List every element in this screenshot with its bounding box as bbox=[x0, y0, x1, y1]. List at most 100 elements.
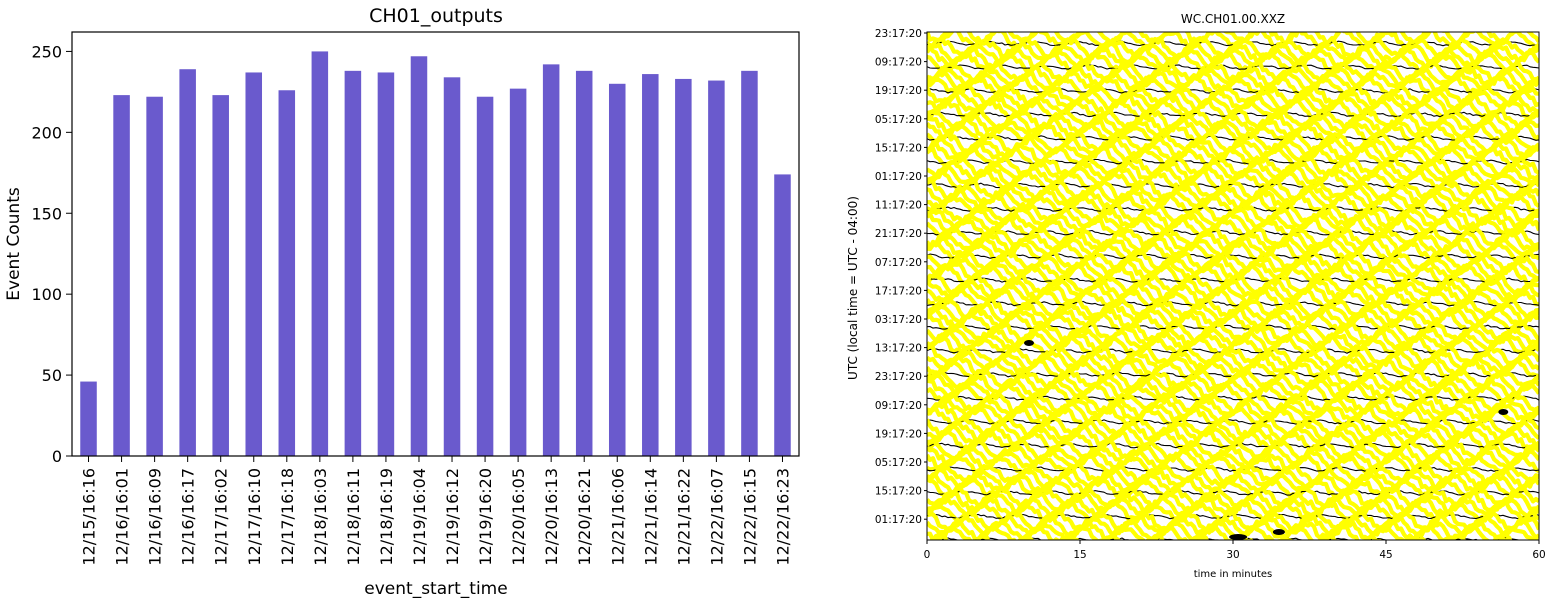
event-blob bbox=[1272, 529, 1285, 535]
y-tick-label: 09:17:20 bbox=[875, 57, 922, 69]
bar bbox=[642, 74, 659, 457]
x-tick-label: 0 bbox=[924, 549, 931, 561]
x-tick-label: 12/17/16:10 bbox=[245, 468, 264, 566]
chart-title: WC.CH01.00.XXZ bbox=[1181, 12, 1285, 26]
y-tick-label: 250 bbox=[31, 42, 62, 61]
bar bbox=[774, 174, 791, 456]
bar bbox=[311, 51, 329, 456]
x-tick-label: 30 bbox=[1226, 549, 1239, 561]
trace-line bbox=[929, 532, 1539, 540]
plot-frame bbox=[926, 31, 1540, 541]
trace-line bbox=[927, 300, 1539, 326]
trace-line bbox=[927, 253, 1539, 260]
bar bbox=[675, 78, 692, 456]
x-tick-label: 12/16/16:09 bbox=[146, 468, 165, 566]
bar bbox=[575, 70, 593, 456]
bar bbox=[278, 90, 296, 456]
x-tick-label: 12/20/16:21 bbox=[575, 468, 594, 566]
bar bbox=[476, 96, 494, 457]
y-tick-label: 19:17:20 bbox=[875, 85, 922, 97]
y-tick-label: 01:17:20 bbox=[875, 171, 922, 183]
bar bbox=[80, 381, 97, 456]
bar bbox=[741, 70, 758, 456]
y-axis-ticks: 0 50 100 150 200 250 bbox=[31, 42, 72, 466]
y-tick-label: 15:17:20 bbox=[875, 486, 922, 498]
bars bbox=[80, 51, 791, 457]
helicorder-panel: WC.CH01.00.XXZ 23:17:20 09:17:20 19:17:20 0… bbox=[840, 0, 1553, 603]
trace-line bbox=[927, 447, 1539, 473]
event-blob bbox=[1498, 409, 1509, 415]
x-tick-label: 45 bbox=[1379, 549, 1392, 561]
x-tick-label: 12/17/16:18 bbox=[278, 468, 297, 566]
bar-chart: CH01_outputs 0 50 100 150 200 250 12/15/16:16… bbox=[4, 5, 800, 599]
chart-title: CH01_outputs bbox=[369, 5, 503, 27]
trace-line bbox=[927, 475, 1539, 501]
y-tick-label: 150 bbox=[31, 204, 62, 223]
event-blob bbox=[1024, 340, 1034, 346]
y-tick-label: 23:17:20 bbox=[875, 28, 922, 40]
trace-line bbox=[927, 45, 1539, 70]
bar bbox=[509, 88, 527, 456]
x-tick-label: 12/19/16:12 bbox=[443, 468, 462, 566]
y-tick-label: 11:17:20 bbox=[875, 200, 922, 212]
y-tick-label: 17:17:20 bbox=[875, 285, 922, 297]
x-tick-label: 12/18/16:19 bbox=[377, 468, 396, 566]
x-tick-label: 12/22/16:07 bbox=[707, 468, 726, 566]
x-axis-label: time in minutes bbox=[1194, 569, 1273, 580]
x-axis-ticks: 0 15 30 45 60 bbox=[924, 540, 1546, 561]
y-axis-label: Event Counts bbox=[4, 187, 24, 301]
y-tick-label: 23:17:20 bbox=[875, 371, 922, 383]
x-tick-label: 12/21/16:14 bbox=[641, 468, 660, 566]
x-tick-label: 12/20/16:05 bbox=[509, 468, 528, 566]
x-tick-label: 12/17/16:02 bbox=[212, 468, 231, 566]
bar bbox=[410, 56, 428, 456]
seismic-traces bbox=[927, 32, 1539, 540]
bar bbox=[245, 72, 263, 457]
x-tick-label: 12/18/16:03 bbox=[311, 468, 330, 566]
x-tick-label: 12/20/16:13 bbox=[542, 468, 561, 566]
y-axis-label: UTC (local time = UTC - 04:00) bbox=[846, 196, 860, 380]
x-tick-label: 12/21/16:06 bbox=[608, 468, 627, 566]
y-tick-label: 03:17:20 bbox=[875, 314, 922, 326]
y-tick-label: 05:17:20 bbox=[875, 114, 922, 126]
x-tick-label: 12/16/16:01 bbox=[113, 468, 132, 566]
y-tick-label: 09:17:20 bbox=[875, 400, 922, 412]
x-tick-label: 12/15/16:16 bbox=[80, 468, 99, 566]
helicorder-chart: WC.CH01.00.XXZ 23:17:20 09:17:20 19:17:20 0… bbox=[846, 12, 1546, 580]
trace-line bbox=[927, 371, 1539, 397]
y-tick-label: 50 bbox=[42, 366, 62, 385]
bar bbox=[146, 96, 163, 457]
bar bbox=[113, 95, 130, 456]
x-tick-label: 15 bbox=[1073, 549, 1086, 561]
x-axis-ticks: 12/15/16:16 12/16/16:01 12/16/16:09 12/16/1… bbox=[80, 456, 792, 566]
x-tick-label: 12/19/16:04 bbox=[410, 468, 429, 566]
x-tick-label: 12/22/16:15 bbox=[740, 468, 759, 566]
y-tick-label: 05:17:20 bbox=[875, 457, 922, 469]
bar bbox=[179, 69, 196, 456]
x-tick-label: 12/18/16:11 bbox=[344, 468, 363, 566]
event-blob bbox=[1229, 534, 1248, 540]
y-tick-label: 07:17:20 bbox=[875, 257, 922, 269]
y-tick-label: 19:17:20 bbox=[875, 428, 922, 440]
bar bbox=[377, 72, 395, 457]
x-tick-label: 12/16/16:17 bbox=[179, 468, 198, 566]
y-tick-label: 01:17:20 bbox=[875, 514, 922, 526]
bar bbox=[608, 83, 626, 457]
trace-line bbox=[927, 523, 1536, 540]
bar-chart-panel: CH01_outputs 0 50 100 150 200 250 12/15/16:16… bbox=[4, 5, 800, 599]
y-tick-label: 21:17:20 bbox=[875, 228, 922, 240]
bar bbox=[708, 80, 725, 456]
y-tick-label: 15:17:20 bbox=[875, 142, 922, 154]
bar bbox=[344, 70, 362, 456]
x-tick-label: 12/19/16:20 bbox=[476, 468, 495, 566]
bar bbox=[212, 95, 229, 456]
y-tick-label: 100 bbox=[31, 285, 62, 304]
bar bbox=[443, 77, 461, 456]
y-tick-label: 200 bbox=[31, 123, 62, 142]
x-tick-label: 12/21/16:22 bbox=[674, 468, 693, 566]
y-tick-label: 13:17:20 bbox=[875, 343, 922, 355]
plot-frame bbox=[71, 31, 800, 457]
y-tick-label: 0 bbox=[52, 447, 62, 466]
x-tick-label: 12/22/16:23 bbox=[773, 468, 792, 566]
y-axis-ticks: 23:17:20 09:17:20 19:17:20 05:17:20 15:17:20… bbox=[875, 28, 927, 526]
